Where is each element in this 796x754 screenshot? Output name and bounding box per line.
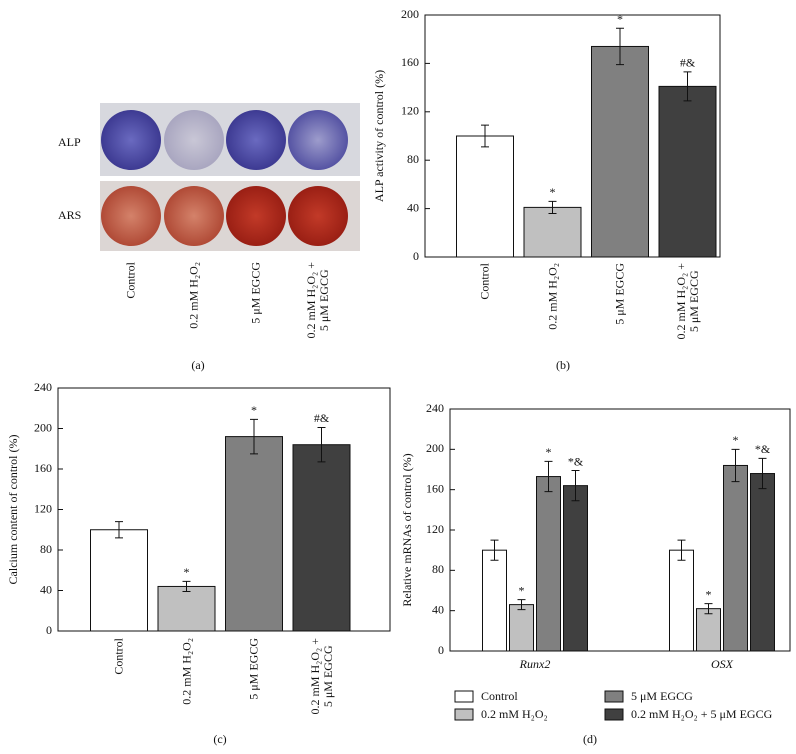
bar (157, 585, 216, 632)
x-tick-label: 5 μM EGCG (248, 262, 263, 324)
legend-swatch (604, 690, 624, 703)
bar (591, 45, 649, 258)
panel-label: (c) (213, 732, 226, 746)
legend-label: 0.2 mM H₂O₂ (481, 707, 548, 721)
error-bar (481, 124, 489, 148)
x-tick-label: 0.2 mM H₂O₂ (186, 262, 201, 329)
y-tick-label: 240 (426, 401, 444, 415)
bar (563, 485, 588, 652)
bar (456, 135, 514, 258)
significance-label: * (617, 12, 623, 26)
error-bar (616, 27, 624, 66)
panel-label: (d) (583, 732, 597, 746)
bar (482, 549, 507, 652)
error-bar (490, 539, 499, 561)
y-tick-label: 200 (426, 441, 444, 455)
error-bar (571, 470, 580, 502)
panel-label: (a) (191, 358, 204, 372)
x-tick-label: Runx2 (519, 657, 551, 671)
error-bar (704, 603, 713, 615)
bar (669, 549, 694, 652)
y-tick-label: 80 (432, 562, 444, 576)
y-tick-label: 240 (34, 380, 52, 394)
error-bar (317, 426, 326, 463)
y-tick-label: 120 (401, 104, 419, 118)
x-tick-label: 5 μM EGCG (246, 638, 261, 700)
significance-label: #& (314, 411, 330, 425)
significance-label: * (706, 587, 712, 601)
y-tick-label: 40 (407, 200, 419, 214)
bar (750, 473, 775, 652)
legend-swatch (604, 708, 624, 721)
well-plate-photo (100, 103, 360, 251)
y-tick-label: 40 (40, 582, 52, 596)
error-bar (250, 418, 258, 455)
error-bar (182, 580, 191, 593)
significance-label: *& (568, 454, 584, 468)
bar (696, 608, 721, 652)
row-label: ALP (58, 135, 81, 149)
bar (292, 444, 351, 632)
legend-swatch (454, 690, 474, 703)
error-bar (677, 539, 686, 561)
bar (723, 464, 748, 652)
significance-label: * (733, 433, 739, 447)
x-tick-label: 0.2 mM H₂O₂ + 5 μM EGCG (673, 263, 701, 340)
error-bar (731, 448, 740, 483)
bar (509, 604, 534, 652)
legend-label: 0.2 mM H₂O₂ + 5 μM EGCG (631, 707, 773, 721)
x-tick-label: OSX (711, 657, 734, 671)
error-bar (517, 599, 526, 611)
x-tick-label: Control (477, 263, 492, 300)
y-axis-title: Relative mRNAs of control (%) (400, 453, 414, 606)
error-bar (683, 71, 692, 102)
panel-label: (b) (556, 358, 570, 372)
y-tick-label: 200 (34, 420, 52, 434)
significance-label: * (184, 565, 190, 579)
error-bar (548, 200, 557, 214)
bar (225, 436, 283, 632)
x-tick-label: 0.2 mM H₂O₂ + 5 μM EGCG (307, 638, 335, 715)
y-tick-label: 160 (34, 461, 52, 475)
legend-label: Control (481, 689, 518, 703)
significance-label: * (519, 583, 525, 597)
bar (658, 85, 717, 258)
x-tick-label: 5 μM EGCG (612, 263, 627, 325)
significance-label: *& (755, 442, 771, 456)
row-label: ARS (58, 208, 81, 222)
y-tick-label: 80 (40, 542, 52, 556)
error-bar (758, 457, 767, 490)
x-tick-label: Control (111, 638, 126, 675)
y-axis-title: Calcium content of control (%) (6, 435, 20, 585)
y-tick-label: 200 (401, 7, 419, 21)
y-tick-label: 0 (438, 643, 444, 657)
legend-label: 5 μM EGCG (631, 689, 693, 703)
significance-label: * (546, 445, 552, 459)
y-tick-label: 120 (34, 501, 52, 515)
y-axis-title: ALP activity of control (%) (372, 70, 386, 202)
y-tick-label: 80 (407, 152, 419, 166)
x-tick-label: 0.2 mM H₂O₂ (179, 638, 193, 705)
y-tick-label: 0 (46, 623, 52, 637)
x-tick-label: Control (123, 262, 138, 299)
y-tick-label: 40 (432, 602, 444, 616)
bar (90, 529, 148, 632)
y-tick-label: 160 (426, 481, 444, 495)
bar (523, 206, 582, 258)
y-tick-label: 160 (401, 55, 419, 69)
error-bar (544, 460, 553, 493)
y-tick-label: 120 (426, 522, 444, 536)
bar (536, 476, 561, 652)
significance-label: #& (680, 56, 696, 70)
y-tick-label: 0 (413, 249, 419, 263)
error-bar (115, 521, 123, 539)
significance-label: * (550, 185, 556, 199)
significance-label: * (251, 403, 257, 417)
x-tick-label: 0.2 mM H₂O₂ + 5 μM EGCG (304, 262, 331, 339)
legend-swatch (454, 708, 474, 721)
x-tick-label: 0.2 mM H₂O₂ (545, 263, 559, 330)
